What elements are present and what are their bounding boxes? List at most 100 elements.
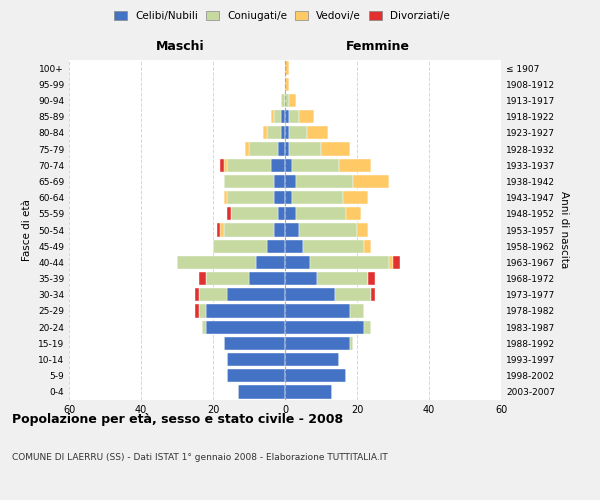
Bar	[289, 110, 299, 124]
Bar	[317, 272, 368, 285]
Y-axis label: Fasce di età: Fasce di età	[22, 199, 32, 261]
Bar	[274, 224, 285, 236]
Bar	[263, 126, 267, 140]
Bar	[206, 304, 285, 318]
Bar	[299, 224, 357, 236]
Bar	[285, 158, 292, 172]
Bar	[231, 207, 278, 220]
Bar	[393, 256, 400, 269]
Bar	[267, 126, 281, 140]
Bar	[224, 336, 285, 350]
Text: COMUNE DI LAERRU (SS) - Dati ISTAT 1° gennaio 2008 - Elaborazione TUTTITALIA.IT: COMUNE DI LAERRU (SS) - Dati ISTAT 1° ge…	[12, 452, 388, 462]
Bar	[371, 288, 375, 302]
Bar	[274, 191, 285, 204]
Bar	[299, 110, 314, 124]
Text: Femmine: Femmine	[346, 40, 410, 52]
Bar	[310, 256, 389, 269]
Bar	[278, 142, 285, 156]
Bar	[199, 304, 206, 318]
Bar	[285, 369, 346, 382]
Bar	[285, 256, 310, 269]
Bar	[195, 288, 199, 302]
Bar	[285, 191, 292, 204]
Bar	[224, 175, 274, 188]
Bar	[285, 336, 350, 350]
Bar	[285, 78, 289, 91]
Bar	[217, 224, 220, 236]
Bar	[195, 304, 199, 318]
Bar	[224, 158, 227, 172]
Bar	[224, 191, 227, 204]
Bar	[220, 224, 224, 236]
Bar	[353, 175, 389, 188]
Bar	[285, 386, 332, 398]
Bar	[285, 207, 296, 220]
Bar	[227, 191, 274, 204]
Bar	[202, 320, 206, 334]
Bar	[339, 158, 371, 172]
Bar	[346, 207, 361, 220]
Bar	[343, 191, 368, 204]
Bar	[289, 142, 321, 156]
Bar	[227, 353, 285, 366]
Bar	[274, 110, 281, 124]
Bar	[292, 191, 343, 204]
Bar	[206, 320, 285, 334]
Text: Maschi: Maschi	[155, 40, 205, 52]
Bar	[285, 94, 289, 107]
Bar	[285, 240, 303, 253]
Bar	[281, 94, 285, 107]
Bar	[285, 224, 299, 236]
Bar	[177, 256, 256, 269]
Bar	[285, 288, 335, 302]
Bar	[285, 62, 289, 74]
Bar	[350, 304, 364, 318]
Bar	[227, 369, 285, 382]
Bar	[357, 224, 368, 236]
Bar	[281, 110, 285, 124]
Bar	[278, 207, 285, 220]
Bar	[227, 288, 285, 302]
Bar	[271, 110, 274, 124]
Bar	[364, 320, 371, 334]
Bar	[224, 224, 274, 236]
Bar	[285, 320, 364, 334]
Bar	[350, 336, 353, 350]
Bar	[220, 158, 224, 172]
Bar	[303, 240, 364, 253]
Bar	[227, 158, 271, 172]
Bar	[296, 207, 346, 220]
Bar	[285, 110, 289, 124]
Bar	[292, 158, 339, 172]
Bar	[285, 353, 339, 366]
Bar	[267, 240, 285, 253]
Bar	[296, 175, 353, 188]
Bar	[285, 272, 317, 285]
Bar	[249, 272, 285, 285]
Bar	[199, 288, 227, 302]
Bar	[271, 158, 285, 172]
Bar	[285, 126, 289, 140]
Bar	[245, 142, 249, 156]
Bar	[368, 272, 375, 285]
Bar	[199, 272, 206, 285]
Bar	[289, 94, 296, 107]
Bar	[281, 126, 285, 140]
Bar	[321, 142, 350, 156]
Bar	[335, 288, 371, 302]
Bar	[389, 256, 393, 269]
Bar	[256, 256, 285, 269]
Bar	[285, 175, 296, 188]
Bar	[285, 304, 350, 318]
Legend: Celibi/Nubili, Coniugati/e, Vedovi/e, Divorziati/e: Celibi/Nubili, Coniugati/e, Vedovi/e, Di…	[111, 8, 453, 24]
Bar	[249, 142, 278, 156]
Text: Popolazione per età, sesso e stato civile - 2008: Popolazione per età, sesso e stato civil…	[12, 412, 343, 426]
Bar	[307, 126, 328, 140]
Bar	[213, 240, 267, 253]
Bar	[364, 240, 371, 253]
Bar	[206, 272, 249, 285]
Bar	[285, 142, 289, 156]
Bar	[238, 386, 285, 398]
Bar	[227, 207, 231, 220]
Bar	[274, 175, 285, 188]
